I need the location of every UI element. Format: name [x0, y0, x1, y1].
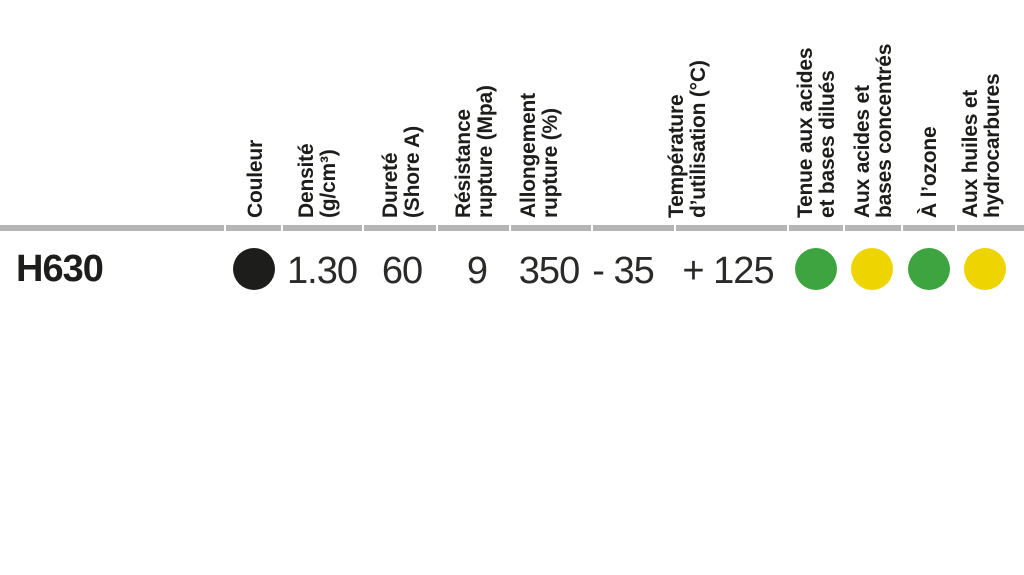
resistance-rupture-value: 9	[466, 250, 488, 292]
column-header-durete: Dureté (Shore A)	[379, 126, 424, 218]
header-label: rupture (%)	[539, 108, 562, 218]
header-label: Couleur	[244, 140, 267, 218]
header-label: Tenue aux acides	[794, 47, 817, 218]
durete-value: 60	[381, 250, 423, 292]
header-label: Allongement	[517, 93, 540, 218]
header-label: Aux acides et	[851, 85, 874, 218]
separator-segment	[957, 225, 1024, 231]
header-label: Dureté	[379, 152, 402, 218]
separator-segment	[676, 225, 787, 231]
acides-bases-concentres-status-dot	[851, 248, 893, 290]
allongement-rupture-value: 350	[518, 250, 580, 292]
column-header-temperature-utilisation: Température d’utilisation (°C)	[665, 60, 710, 218]
tenue-acides-bases-dilues-status-dot	[795, 248, 837, 290]
header-label: d’utilisation (°C)	[687, 60, 710, 218]
header-label: Densité	[295, 143, 318, 218]
separator-segment	[226, 225, 281, 231]
header-separator-bar	[0, 225, 1024, 231]
huiles-hydrocarbures-status-dot	[964, 248, 1006, 290]
column-header-tenue-acides-bases-dilues: Tenue aux acides et bases dilués	[794, 47, 839, 218]
separator-segment	[364, 225, 436, 231]
separator-segment	[511, 225, 591, 231]
column-header-ozone: À l’ozone	[918, 126, 941, 218]
header-label: bases concentrés	[873, 43, 896, 218]
header-label: (g/cm³)	[317, 149, 340, 218]
header-label: Température	[665, 94, 688, 218]
separator-segment	[283, 225, 362, 231]
header-label: À l’ozone	[918, 126, 941, 218]
separator-segment	[593, 225, 674, 231]
column-header-huiles-hydrocarbures: Aux huiles et hydrocarbures	[959, 73, 1004, 218]
column-header-acides-bases-concentres: Aux acides et bases concentrés	[851, 43, 896, 218]
header-label: (Shore A)	[401, 126, 424, 218]
header-label: rupture (Mpa)	[474, 85, 497, 218]
separator-segment	[789, 225, 843, 231]
header-label: hydrocarbures	[981, 73, 1004, 218]
separator-segment	[903, 225, 955, 231]
column-header-allongement-rupture: Allongement rupture (%)	[517, 93, 562, 218]
separator-segment	[0, 225, 224, 231]
header-label: Résistance	[452, 109, 475, 218]
separator-segment	[438, 225, 509, 231]
header-label: et bases dilués	[816, 70, 839, 218]
temperature-min-value: - 35	[592, 250, 654, 292]
header-label: Aux huiles et	[959, 89, 982, 218]
couleur-swatch-dot	[233, 248, 275, 290]
separator-segment	[845, 225, 901, 231]
temperature-max-value: + 125	[682, 250, 774, 292]
column-header-densite: Densité (g/cm³)	[295, 143, 340, 218]
row-label: H630	[16, 248, 104, 290]
densite-value: 1.30	[287, 250, 358, 292]
ozone-status-dot	[908, 248, 950, 290]
column-header-resistance-rupture: Résistance rupture (Mpa)	[452, 85, 497, 218]
column-header-couleur: Couleur	[244, 140, 267, 218]
